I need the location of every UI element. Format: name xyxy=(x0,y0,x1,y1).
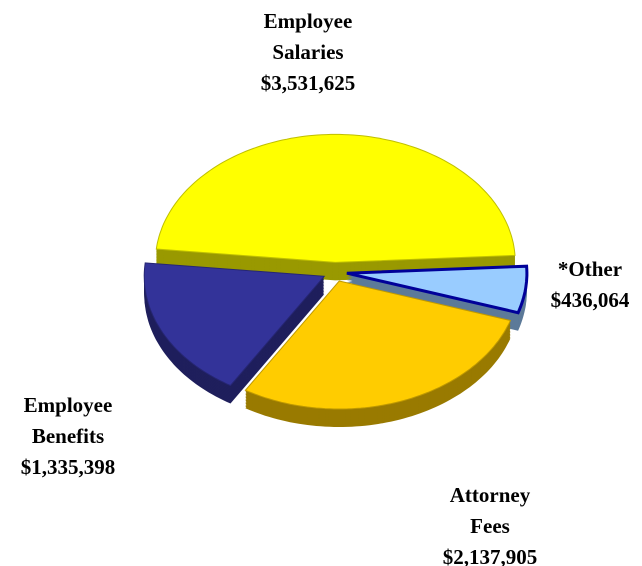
value-label: $2,137,905 xyxy=(443,545,538,566)
label-line: Fees xyxy=(470,514,510,538)
slice xyxy=(346,264,529,315)
slice-label: Attorney Fees xyxy=(450,483,531,538)
slice xyxy=(143,262,326,387)
label-line: *Other xyxy=(558,257,622,281)
label-line: Employee xyxy=(264,9,353,33)
label-line: Benefits xyxy=(32,424,104,448)
slice-label: Employee Benefits xyxy=(24,393,113,448)
value-label: $1,335,398 xyxy=(21,455,116,479)
slice-label: *Other xyxy=(558,257,622,281)
value-label: $3,531,625 xyxy=(261,71,356,95)
label-line: Salaries xyxy=(272,40,343,64)
slice xyxy=(244,280,512,410)
value-label: $436,064 xyxy=(551,288,630,312)
label-line: Employee xyxy=(24,393,113,417)
label-line: Attorney xyxy=(450,483,531,507)
slice-label: Employee Salaries xyxy=(264,9,353,64)
slice xyxy=(155,133,516,263)
